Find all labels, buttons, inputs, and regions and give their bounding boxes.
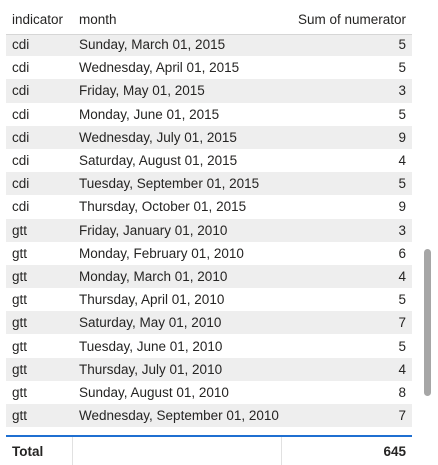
cell-indicator: gtt — [12, 245, 28, 261]
cell-month: Monday, June 01, 2015 — [79, 106, 220, 122]
cell-sum-of-numerator: 9 — [398, 129, 406, 145]
table-row[interactable]: gtt Saturday, May 01, 2010 7 — [6, 311, 412, 335]
cell-month: Thursday, October 01, 2015 — [79, 199, 247, 215]
table-row[interactable]: cdi Monday, June 01, 2015 5 — [6, 103, 412, 126]
cell-month: Tuesday, September 01, 2015 — [79, 176, 260, 192]
cell-indicator: cdi — [12, 199, 30, 215]
cell-month: Sunday, August 01, 2010 — [79, 384, 229, 400]
cell-month: Monday, February 01, 2010 — [79, 245, 244, 261]
cell-sum-of-numerator: 3 — [398, 83, 406, 99]
cell-indicator: gtt — [12, 222, 28, 238]
table-row[interactable]: gtt Wednesday, September 01, 2010 7 — [6, 404, 412, 428]
table-row[interactable]: gtt Monday, March 01, 2010 4 — [6, 264, 412, 289]
cell-month: Monday, March 01, 2010 — [79, 268, 228, 284]
cell-month: Friday, May 01, 2015 — [79, 83, 205, 99]
table-row[interactable]: cdi Wednesday, April 01, 2015 5 — [6, 56, 412, 79]
table-row[interactable]: cdi Saturday, August 01, 2015 4 — [6, 149, 412, 172]
cell-sum-of-numerator: 5 — [398, 176, 406, 192]
table-row[interactable]: gtt Sunday, August 01, 2010 8 — [6, 381, 412, 404]
table-row[interactable]: gtt Thursday, April 01, 2010 5 — [6, 288, 412, 311]
cell-month: Sunday, March 01, 2015 — [79, 37, 226, 53]
table-header: indicator month Sum of numerator — [6, 4, 412, 35]
cell-indicator: gtt — [12, 384, 28, 400]
cell-sum-of-numerator: 5 — [398, 37, 406, 53]
cell-indicator: gtt — [12, 408, 28, 424]
cell-month: Wednesday, July 01, 2015 — [79, 129, 237, 145]
cell-sum-of-numerator: 5 — [398, 60, 406, 76]
cell-indicator: gtt — [12, 338, 28, 354]
table-row[interactable]: cdi Sunday, March 01, 2015 5 — [6, 33, 412, 57]
cell-sum-of-numerator: 4 — [398, 268, 406, 284]
table-row[interactable]: cdi Thursday, October 01, 2015 9 — [6, 195, 412, 218]
table-body[interactable]: cdi Sunday, March 01, 2015 5 cdi Wednesday, … — [6, 33, 412, 433]
column-header-sum-of-numerator[interactable]: Sum of numerator — [297, 11, 406, 27]
cell-sum-of-numerator: 5 — [398, 338, 406, 354]
table-row[interactable]: gtt Friday, January 01, 2010 3 — [6, 218, 412, 242]
total-label: Total — [6, 437, 73, 465]
cell-indicator: cdi — [12, 153, 30, 169]
table-rows: cdi Sunday, March 01, 2015 5 cdi Wednesday, … — [6, 33, 412, 428]
table-row[interactable]: gtt Thursday, July 01, 2010 4 — [6, 357, 412, 381]
cell-indicator: cdi — [12, 129, 30, 145]
column-header-month[interactable]: month — [79, 11, 117, 27]
cell-indicator: cdi — [12, 176, 30, 192]
cell-indicator: cdi — [12, 106, 30, 122]
cell-sum-of-numerator: 7 — [398, 315, 406, 331]
cell-indicator: cdi — [12, 83, 30, 99]
column-header-indicator[interactable]: indicator — [12, 11, 64, 27]
cell-indicator: gtt — [12, 361, 28, 377]
cell-sum-of-numerator: 7 — [398, 408, 406, 424]
cell-month: Wednesday, April 01, 2015 — [79, 60, 240, 76]
cell-month: Saturday, August 01, 2015 — [79, 153, 238, 169]
cell-sum-of-numerator: 5 — [398, 106, 406, 122]
table-row[interactable]: cdi Tuesday, September 01, 2015 5 — [6, 172, 412, 196]
cell-sum-of-numerator: 4 — [398, 361, 406, 377]
cell-month: Saturday, May 01, 2010 — [79, 315, 222, 331]
cell-sum-of-numerator: 6 — [398, 245, 406, 261]
cell-indicator: gtt — [12, 292, 28, 308]
cell-month: Wednesday, September 01, 2010 — [79, 408, 279, 424]
table-row[interactable]: cdi Friday, May 01, 2015 3 — [6, 79, 412, 103]
scrollbar-thumb[interactable] — [424, 249, 431, 396]
cell-month: Tuesday, June 01, 2010 — [79, 338, 223, 354]
table-total-row: Total 645 — [6, 435, 412, 465]
cell-sum-of-numerator: 9 — [398, 199, 406, 215]
cell-month: Thursday, April 01, 2010 — [79, 292, 225, 308]
total-month-empty — [73, 437, 282, 465]
cell-sum-of-numerator: 5 — [398, 292, 406, 308]
cell-indicator: cdi — [12, 60, 30, 76]
cell-indicator: gtt — [12, 315, 28, 331]
cell-month: Thursday, July 01, 2010 — [79, 361, 223, 377]
total-sum: 645 — [383, 443, 406, 459]
cell-sum-of-numerator: 4 — [398, 153, 406, 169]
vertical-scrollbar[interactable] — [424, 34, 431, 432]
cell-indicator: cdi — [12, 37, 30, 53]
table-row[interactable]: gtt Monday, February 01, 2010 6 — [6, 242, 412, 265]
cell-indicator: gtt — [12, 268, 28, 284]
table-row[interactable]: gtt Tuesday, June 01, 2010 5 — [6, 334, 412, 357]
cell-month: Friday, January 01, 2010 — [79, 222, 228, 238]
cell-sum-of-numerator: 3 — [398, 222, 406, 238]
table-row[interactable]: cdi Wednesday, July 01, 2015 9 — [6, 125, 412, 149]
cell-sum-of-numerator: 8 — [398, 384, 406, 400]
